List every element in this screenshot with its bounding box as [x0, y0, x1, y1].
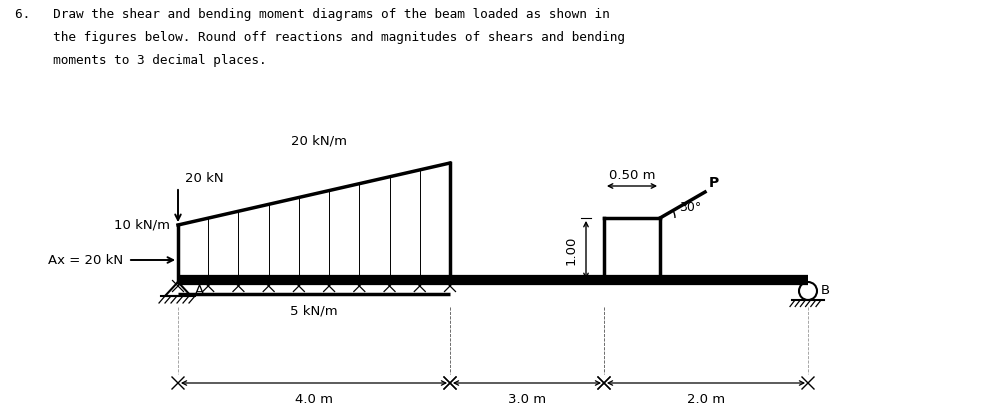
Text: 0.50 m: 0.50 m — [609, 169, 655, 182]
Text: 2.0 m: 2.0 m — [687, 393, 725, 406]
Text: 4.0 m: 4.0 m — [295, 393, 333, 406]
Text: the figures below. Round off reactions and magnitudes of shears and bending: the figures below. Round off reactions a… — [15, 31, 625, 44]
Text: B: B — [821, 284, 830, 297]
Text: 20 kN/m: 20 kN/m — [291, 135, 347, 148]
Text: moments to 3 decimal places.: moments to 3 decimal places. — [15, 54, 267, 67]
Text: P: P — [709, 176, 719, 190]
Text: 20 kN: 20 kN — [185, 172, 223, 185]
Text: 6.   Draw the shear and bending moment diagrams of the beam loaded as shown in: 6. Draw the shear and bending moment dia… — [15, 8, 610, 21]
Text: 5 kN/m: 5 kN/m — [290, 304, 338, 317]
Text: 1.00: 1.00 — [565, 235, 578, 265]
Text: 10 kN/m: 10 kN/m — [114, 218, 170, 232]
Text: A: A — [195, 284, 205, 297]
Text: Ax = 20 kN: Ax = 20 kN — [47, 254, 123, 266]
Text: 3.0 m: 3.0 m — [508, 393, 546, 406]
Text: 30°: 30° — [679, 201, 701, 214]
